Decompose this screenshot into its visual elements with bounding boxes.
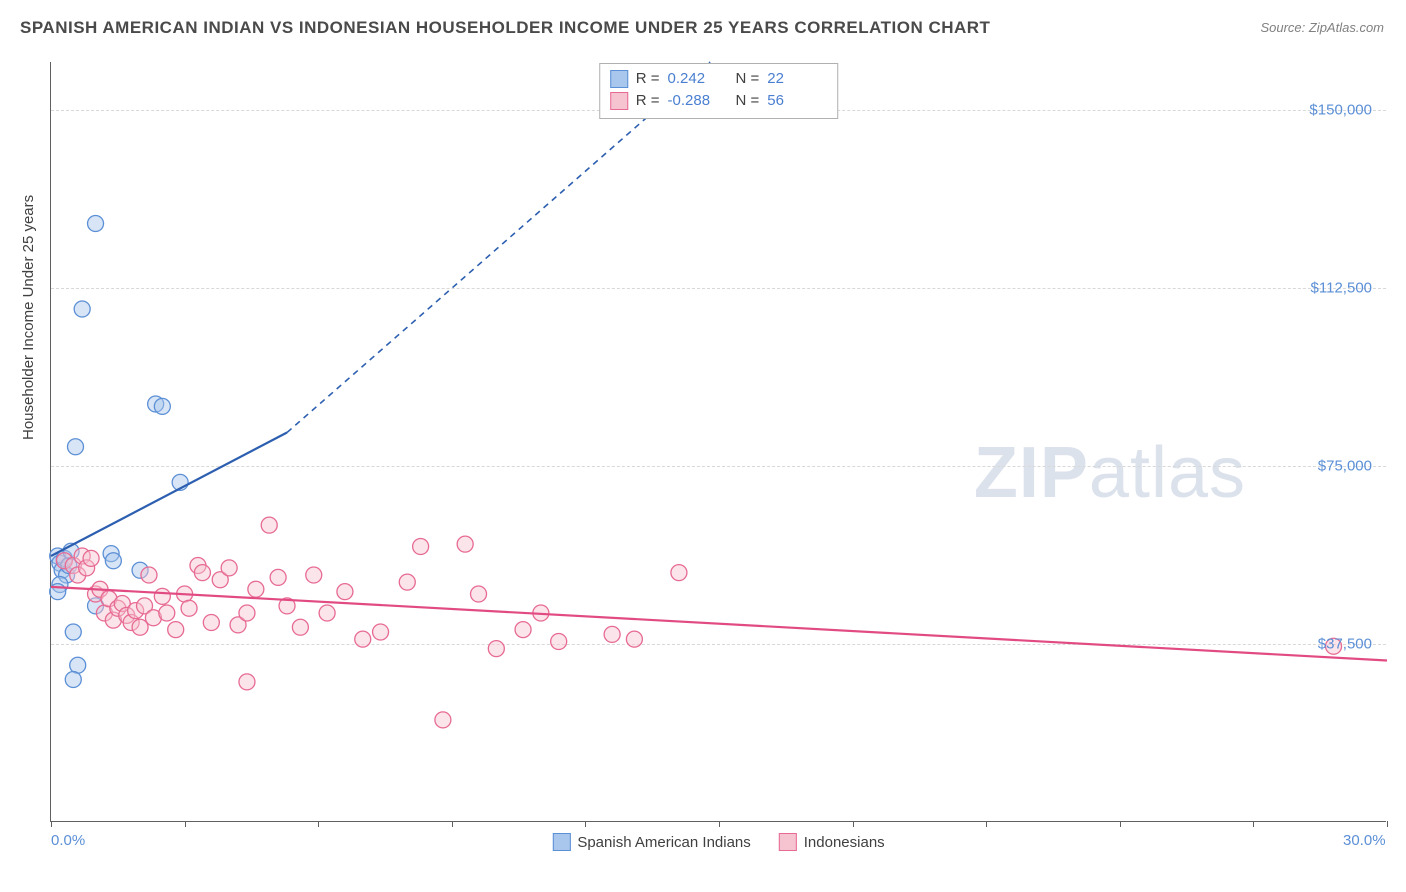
data-point bbox=[88, 216, 104, 232]
data-point bbox=[604, 626, 620, 642]
legend: Spanish American Indians Indonesians bbox=[552, 833, 884, 851]
x-tick bbox=[51, 821, 52, 827]
data-point bbox=[132, 619, 148, 635]
x-tick bbox=[1387, 821, 1388, 827]
data-point bbox=[355, 631, 371, 647]
stats-box: R = 0.242 N = 22 R = -0.288 N = 56 bbox=[599, 63, 839, 119]
trend-line bbox=[51, 587, 1387, 661]
data-point bbox=[319, 605, 335, 621]
x-tick bbox=[185, 821, 186, 827]
data-point bbox=[221, 560, 237, 576]
x-tick bbox=[585, 821, 586, 827]
data-point bbox=[154, 588, 170, 604]
x-tick bbox=[719, 821, 720, 827]
swatch-series-0 bbox=[610, 70, 628, 88]
x-tick bbox=[1120, 821, 1121, 827]
data-point bbox=[181, 600, 197, 616]
data-point bbox=[435, 712, 451, 728]
plot-area: ZIPatlas R = 0.242 N = 22 R = -0.288 N =… bbox=[50, 62, 1386, 822]
data-point bbox=[194, 565, 210, 581]
data-point bbox=[70, 657, 86, 673]
n-value-0: 22 bbox=[767, 68, 827, 90]
data-point bbox=[67, 439, 83, 455]
n-value-1: 56 bbox=[767, 90, 827, 112]
y-tick-label: $112,500 bbox=[1311, 279, 1372, 296]
x-tick bbox=[452, 821, 453, 827]
data-point bbox=[373, 624, 389, 640]
data-point bbox=[399, 574, 415, 590]
data-point bbox=[154, 398, 170, 414]
legend-label-1: Indonesians bbox=[804, 834, 885, 851]
data-point bbox=[671, 565, 687, 581]
data-point bbox=[159, 605, 175, 621]
legend-label-0: Spanish American Indians bbox=[577, 834, 750, 851]
y-tick-label: $75,000 bbox=[1318, 457, 1372, 474]
x-tick bbox=[1253, 821, 1254, 827]
swatch-series-1 bbox=[610, 92, 628, 110]
data-point bbox=[65, 624, 81, 640]
data-point bbox=[337, 584, 353, 600]
y-tick-label: $37,500 bbox=[1318, 635, 1372, 652]
data-point bbox=[306, 567, 322, 583]
x-tick bbox=[318, 821, 319, 827]
y-tick-label: $150,000 bbox=[1309, 101, 1372, 118]
data-point bbox=[239, 674, 255, 690]
legend-swatch-0 bbox=[552, 833, 570, 851]
data-point bbox=[413, 539, 429, 555]
data-point bbox=[141, 567, 157, 583]
data-point bbox=[83, 550, 99, 566]
data-point bbox=[248, 581, 264, 597]
legend-item-1: Indonesians bbox=[779, 833, 885, 851]
data-point bbox=[471, 586, 487, 602]
data-point bbox=[292, 619, 308, 635]
x-tick-label: 0.0% bbox=[51, 832, 85, 849]
r-value-1: -0.288 bbox=[668, 90, 728, 112]
data-point bbox=[551, 634, 567, 650]
data-point bbox=[74, 301, 90, 317]
r-value-0: 0.242 bbox=[668, 68, 728, 90]
source-attribution: Source: ZipAtlas.com bbox=[1260, 20, 1384, 35]
data-point bbox=[203, 615, 219, 631]
data-point bbox=[457, 536, 473, 552]
y-axis-label: Householder Income Under 25 years bbox=[20, 195, 37, 440]
data-point bbox=[168, 622, 184, 638]
data-point bbox=[239, 605, 255, 621]
data-point bbox=[626, 631, 642, 647]
x-tick-label: 30.0% bbox=[1343, 832, 1386, 849]
data-point bbox=[261, 517, 277, 533]
data-point bbox=[105, 553, 121, 569]
data-point bbox=[270, 569, 286, 585]
data-point bbox=[488, 641, 504, 657]
legend-item-0: Spanish American Indians bbox=[552, 833, 750, 851]
trend-line bbox=[51, 433, 287, 557]
scatter-svg bbox=[51, 62, 1386, 821]
legend-swatch-1 bbox=[779, 833, 797, 851]
data-point bbox=[515, 622, 531, 638]
chart-title: SPANISH AMERICAN INDIAN VS INDONESIAN HO… bbox=[20, 18, 990, 38]
x-tick bbox=[986, 821, 987, 827]
stats-row-series-0: R = 0.242 N = 22 bbox=[610, 68, 828, 90]
stats-row-series-1: R = -0.288 N = 56 bbox=[610, 90, 828, 112]
data-point bbox=[65, 672, 81, 688]
x-tick bbox=[853, 821, 854, 827]
